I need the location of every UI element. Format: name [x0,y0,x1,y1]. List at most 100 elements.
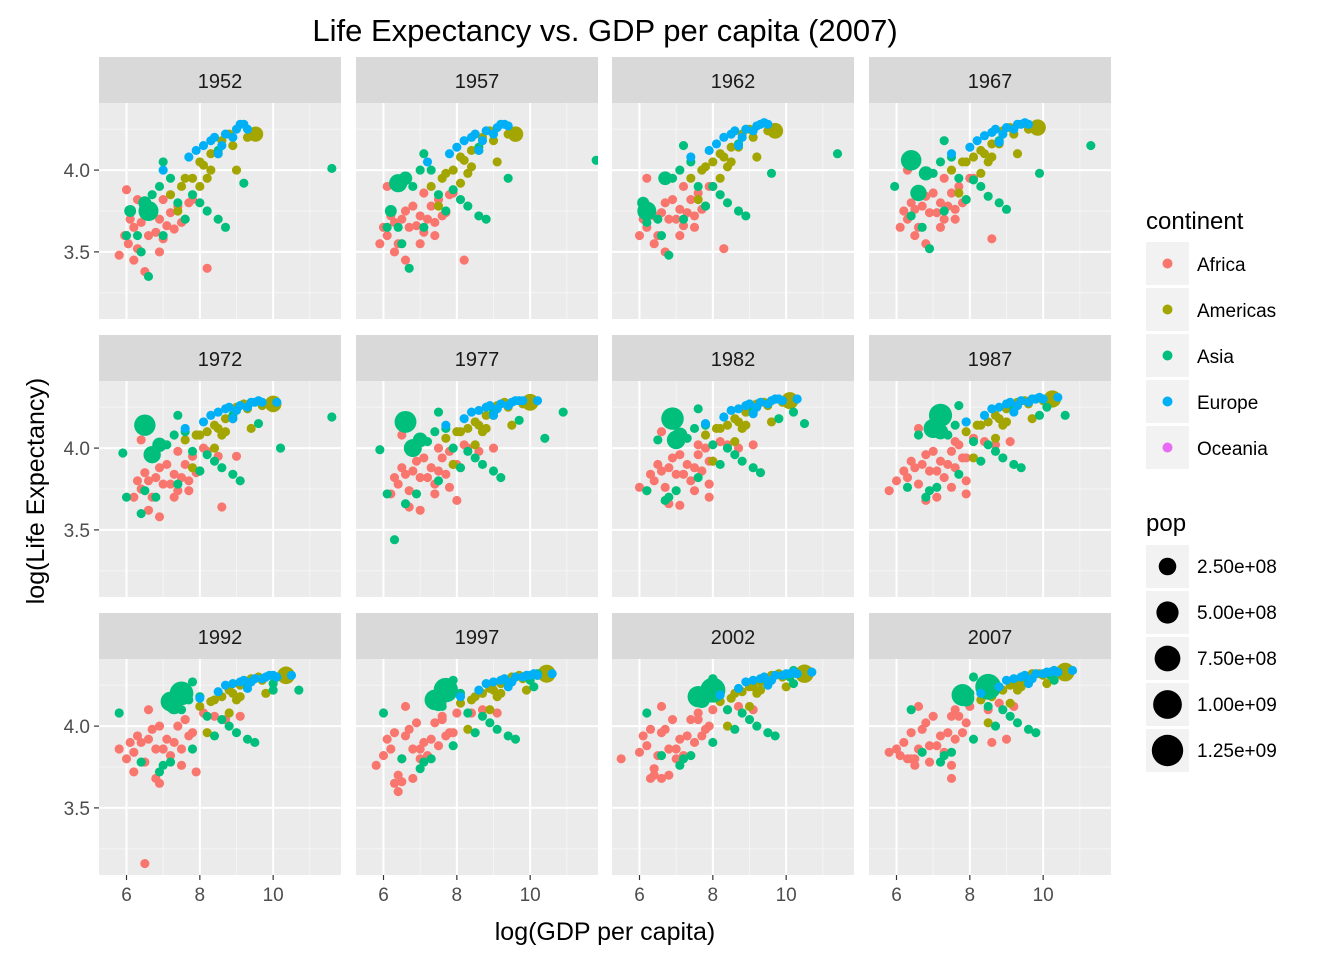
data-point-americas [968,152,979,162]
data-point-europe [741,124,751,134]
data-point-americas [455,178,466,188]
data-point-africa [961,476,971,486]
data-point-asia [943,430,953,440]
data-point-africa [899,206,909,216]
data-point-asia [510,734,521,744]
data-point-africa [129,222,139,232]
data-point-africa [411,718,422,728]
data-point-asia [642,217,652,228]
data-point-africa [426,463,436,473]
data-point-europe [466,407,477,417]
data-point-europe [158,165,168,175]
data-point-africa [433,466,444,476]
data-point-europe [257,397,267,407]
x-tick-label: 8 [965,885,976,906]
data-point-africa [426,734,436,744]
y-axis-title: log(Life Expectancy) [22,378,50,605]
data-point-europe [441,420,451,430]
data-point-asia [275,443,286,453]
data-point-asia [737,708,747,718]
data-point-africa [452,495,462,506]
data-point-americas [466,145,477,156]
data-point-africa [408,773,418,784]
data-point-asia [755,468,766,478]
data-point-africa [946,482,957,492]
data-point-asia [231,728,242,738]
data-point-asia [968,175,979,185]
data-point-americas [507,420,517,430]
data-point-africa [154,778,165,788]
data-point-africa [154,463,165,473]
data-point-americas [198,160,209,170]
data-point-asia [1086,140,1096,151]
data-point-africa [132,476,143,486]
data-point-asia [954,469,964,479]
data-point-asia [415,165,425,175]
data-point-americas [202,728,212,738]
data-point-americas [220,414,231,424]
data-point-americas [537,664,556,683]
data-point-americas [968,453,979,463]
data-point-africa [389,728,400,738]
facet-strip-label: 1982 [711,349,756,371]
data-point-americas [741,420,751,430]
x-tick-label: 10 [776,885,797,906]
data-point-africa [404,724,414,734]
data-point-africa [987,234,997,244]
data-point-europe [1016,672,1026,682]
data-point-africa [184,486,194,496]
facet-panel-1992: 1992 [99,613,341,875]
data-point-asia [722,705,733,715]
data-point-asia [961,194,971,205]
data-point-americas [195,181,205,192]
data-point-africa [154,512,165,522]
legend-swatch [1162,396,1173,407]
data-point-asia [939,206,949,216]
data-point-asia [162,440,172,450]
data-point-africa [129,747,139,757]
data-point-asia [715,459,725,470]
data-point-africa [176,744,187,754]
data-point-asia [708,440,718,450]
data-point-americas [463,724,473,734]
data-point-africa [921,450,931,460]
data-point-asia [990,721,1001,731]
data-point-africa [715,436,725,447]
data-point-africa [645,773,656,784]
data-point-europe [755,674,766,684]
data-point-americas [228,140,238,151]
data-point-asia [667,173,678,183]
data-point-africa [678,469,689,479]
facet-panel-1977: 1977 [356,335,598,597]
data-point-asia [946,747,957,757]
data-point-asia [939,136,949,146]
data-point-africa [910,230,920,241]
data-point-americas [766,417,777,427]
data-point-americas [987,152,997,162]
data-point-asia [682,433,692,443]
data-point-asia [748,463,758,473]
data-point-asia [422,436,433,447]
data-point-americas [187,463,198,473]
data-point-americas [708,157,718,167]
data-point-asia [976,456,986,466]
data-point-africa [675,500,685,510]
data-point-asia [136,247,146,257]
data-point-africa [176,760,187,770]
data-point-africa [935,222,946,232]
data-point-africa [917,201,927,211]
facet-strip-label: 1997 [455,627,500,649]
data-point-europe [719,412,729,422]
facet-strip-label: 1967 [968,71,1013,93]
data-point-asia [378,708,389,718]
data-point-europe [1053,667,1063,677]
data-point-africa [151,227,161,237]
data-point-europe [422,157,433,167]
facet-strip-label: 1957 [455,71,500,93]
x-tick-label: 6 [634,885,645,906]
data-point-americas [748,682,758,692]
data-point-africa [404,486,414,496]
facet-strip [869,613,1111,659]
data-point-asia [187,677,198,687]
panel-points [118,395,337,522]
